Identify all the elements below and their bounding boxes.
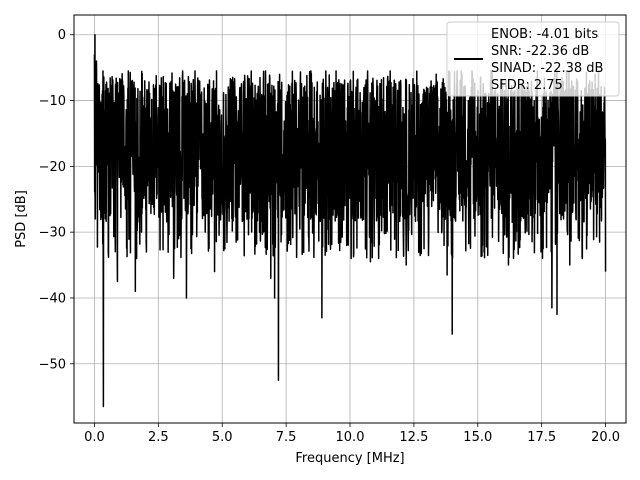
data-layer: [93, 33, 607, 408]
legend-box: [446, 21, 620, 97]
x-tick-label: 17.5: [527, 430, 556, 445]
y-tick-label: −20: [39, 160, 66, 175]
y-tick-label: −30: [39, 226, 66, 241]
y-tick-label: −10: [39, 94, 66, 109]
legend-line-sinad: SINAD: -22.38 dB: [491, 61, 603, 76]
psd-series-line: [93, 33, 607, 408]
x-tick-label: 7.5: [276, 430, 297, 445]
y-tick-label: −50: [39, 357, 66, 372]
x-tick-label: 15.0: [463, 430, 492, 445]
x-tick-label: 12.5: [399, 430, 428, 445]
x-tick-label: 2.5: [148, 430, 169, 445]
x-axis-label: Frequency [MHz]: [295, 451, 404, 466]
legend-line-sfdr: SFDR: 2.75: [491, 78, 563, 93]
y-tick-label: 0: [58, 28, 66, 43]
y-tick-label: −40: [39, 291, 66, 306]
x-tick-label: 20.0: [591, 430, 620, 445]
y-axis-label: PSD [dB]: [14, 190, 29, 248]
legend-line-snr: SNR: -22.36 dB: [491, 44, 589, 59]
x-tick-label: 10.0: [336, 430, 365, 445]
ticks: 0.0 2.5 5.0 7.5 10.0 12.5 15.0 17.5 20.0 0 −10 −20 −…: [39, 28, 620, 445]
legend: ENOB: -4.01 bits SNR: -22.36 dB SINAD: -…: [446, 21, 620, 97]
legend-line-enob: ENOB: -4.01 bits: [491, 27, 598, 42]
x-tick-label: 5.0: [212, 430, 233, 445]
x-tick-label: 0.0: [84, 430, 105, 445]
